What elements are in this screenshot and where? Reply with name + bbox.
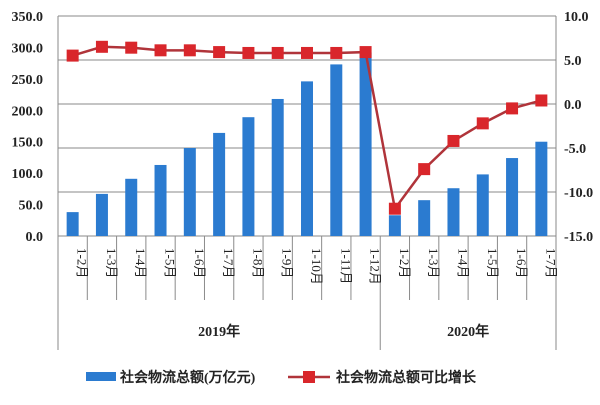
x-tick-label: 1-8月 [250, 248, 265, 278]
x-tick-label: 1-9月 [280, 248, 295, 278]
x-tick-label: 1-4月 [455, 248, 470, 278]
x-tick-label: 1-7月 [221, 248, 236, 278]
legend-line-marker [303, 371, 315, 383]
line-marker [183, 44, 196, 57]
line-marker [359, 46, 372, 59]
bar [388, 215, 401, 236]
line-marker [330, 46, 343, 59]
x-tick-label: 1-3月 [104, 248, 119, 278]
bar [330, 64, 343, 237]
x-tick-label: 1-4月 [133, 248, 148, 278]
y-left-tick-label: 250.0 [12, 73, 44, 88]
line-marker [242, 46, 255, 59]
y-left-tick-label: 0.0 [26, 230, 44, 245]
bar [359, 52, 372, 237]
bar [154, 164, 167, 236]
group-label: 2019年 [198, 323, 240, 340]
bar [66, 212, 79, 236]
legend-line-label: 社会物流总额可比增长 [335, 369, 477, 386]
x-tick-label: 1-6月 [192, 248, 207, 278]
y-right-tick-label: 10.0 [564, 10, 589, 25]
bar [271, 98, 284, 236]
group-label: 2020年 [447, 323, 489, 340]
bar [476, 174, 489, 236]
x-tick-label: 1-10月 [309, 248, 324, 285]
line-marker [476, 117, 489, 130]
x-tick-label: 1-12月 [368, 248, 383, 285]
legend-bar-swatch [86, 372, 116, 381]
bar [242, 117, 255, 236]
y-left-tick-label: 150.0 [12, 136, 44, 151]
y-right-tick-label: 0.0 [564, 98, 582, 113]
y-left-tick-label: 300.0 [12, 41, 44, 56]
legend-bar-label: 社会物流总额(万亿元) [119, 369, 256, 386]
line-marker [506, 102, 519, 115]
line-marker [95, 40, 108, 53]
line-marker [66, 49, 79, 62]
y-left-tick-label: 50.0 [19, 199, 44, 214]
bar [301, 81, 313, 236]
line-marker [213, 46, 226, 59]
x-tick-label: 1-6月 [514, 248, 529, 278]
x-tick-label: 1-2月 [75, 248, 90, 278]
x-tick-label: 1-2月 [397, 248, 412, 278]
x-tick-label: 1-5月 [485, 248, 500, 278]
line-marker [535, 94, 548, 107]
y-right-tick-label: -15.0 [564, 230, 593, 245]
line-marker [271, 46, 284, 59]
y-right-tick-label: -10.0 [564, 186, 593, 201]
bar [125, 178, 138, 236]
line-marker [154, 44, 167, 57]
bar [447, 188, 460, 236]
bar [418, 200, 431, 236]
x-tick-label: 1-5月 [163, 248, 178, 278]
bar [213, 132, 226, 236]
y-left-tick-label: 200.0 [12, 104, 44, 119]
line-marker [301, 46, 313, 59]
bar [535, 141, 548, 236]
line-marker [125, 41, 138, 54]
y-right-tick-label: -5.0 [564, 142, 586, 157]
x-tick-label: 1-3月 [426, 248, 441, 278]
bar [95, 193, 108, 236]
x-tick-label: 1-11月 [338, 248, 353, 284]
bar [506, 158, 519, 236]
bar [183, 148, 196, 236]
line-marker [388, 202, 401, 215]
y-left-tick-label: 350.0 [12, 10, 44, 25]
line-marker [447, 134, 460, 147]
y-right-tick-label: 5.0 [564, 54, 582, 69]
y-left-tick-label: 100.0 [12, 167, 44, 182]
line-marker [418, 163, 431, 176]
x-tick-label: 1-7月 [543, 248, 558, 278]
